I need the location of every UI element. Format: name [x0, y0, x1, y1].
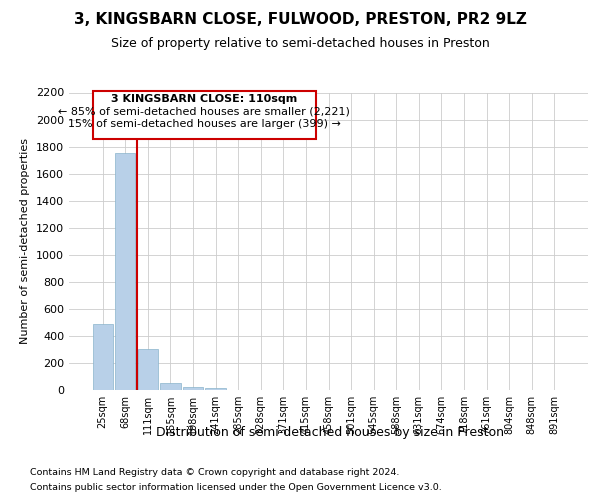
Text: Contains public sector information licensed under the Open Government Licence v3: Contains public sector information licen…	[30, 483, 442, 492]
Y-axis label: Number of semi-detached properties: Number of semi-detached properties	[20, 138, 31, 344]
Text: Distribution of semi-detached houses by size in Preston: Distribution of semi-detached houses by …	[156, 426, 504, 439]
Text: ← 85% of semi-detached houses are smaller (2,221): ← 85% of semi-detached houses are smalle…	[58, 106, 350, 117]
Text: 3 KINGSBARN CLOSE: 110sqm: 3 KINGSBARN CLOSE: 110sqm	[111, 94, 298, 104]
Bar	[92, 324, 113, 390]
Text: Contains HM Land Registry data © Crown copyright and database right 2024.: Contains HM Land Registry data © Crown c…	[30, 468, 400, 477]
Text: 3, KINGSBARN CLOSE, FULWOOD, PRESTON, PR2 9LZ: 3, KINGSBARN CLOSE, FULWOOD, PRESTON, PR…	[74, 12, 526, 28]
Bar	[160, 383, 181, 390]
Bar	[138, 349, 158, 390]
Bar	[115, 154, 136, 390]
Text: Size of property relative to semi-detached houses in Preston: Size of property relative to semi-detach…	[110, 38, 490, 51]
Text: 15% of semi-detached houses are larger (399) →: 15% of semi-detached houses are larger (…	[68, 120, 341, 130]
Bar	[205, 388, 226, 390]
FancyBboxPatch shape	[92, 91, 316, 139]
Bar	[183, 386, 203, 390]
